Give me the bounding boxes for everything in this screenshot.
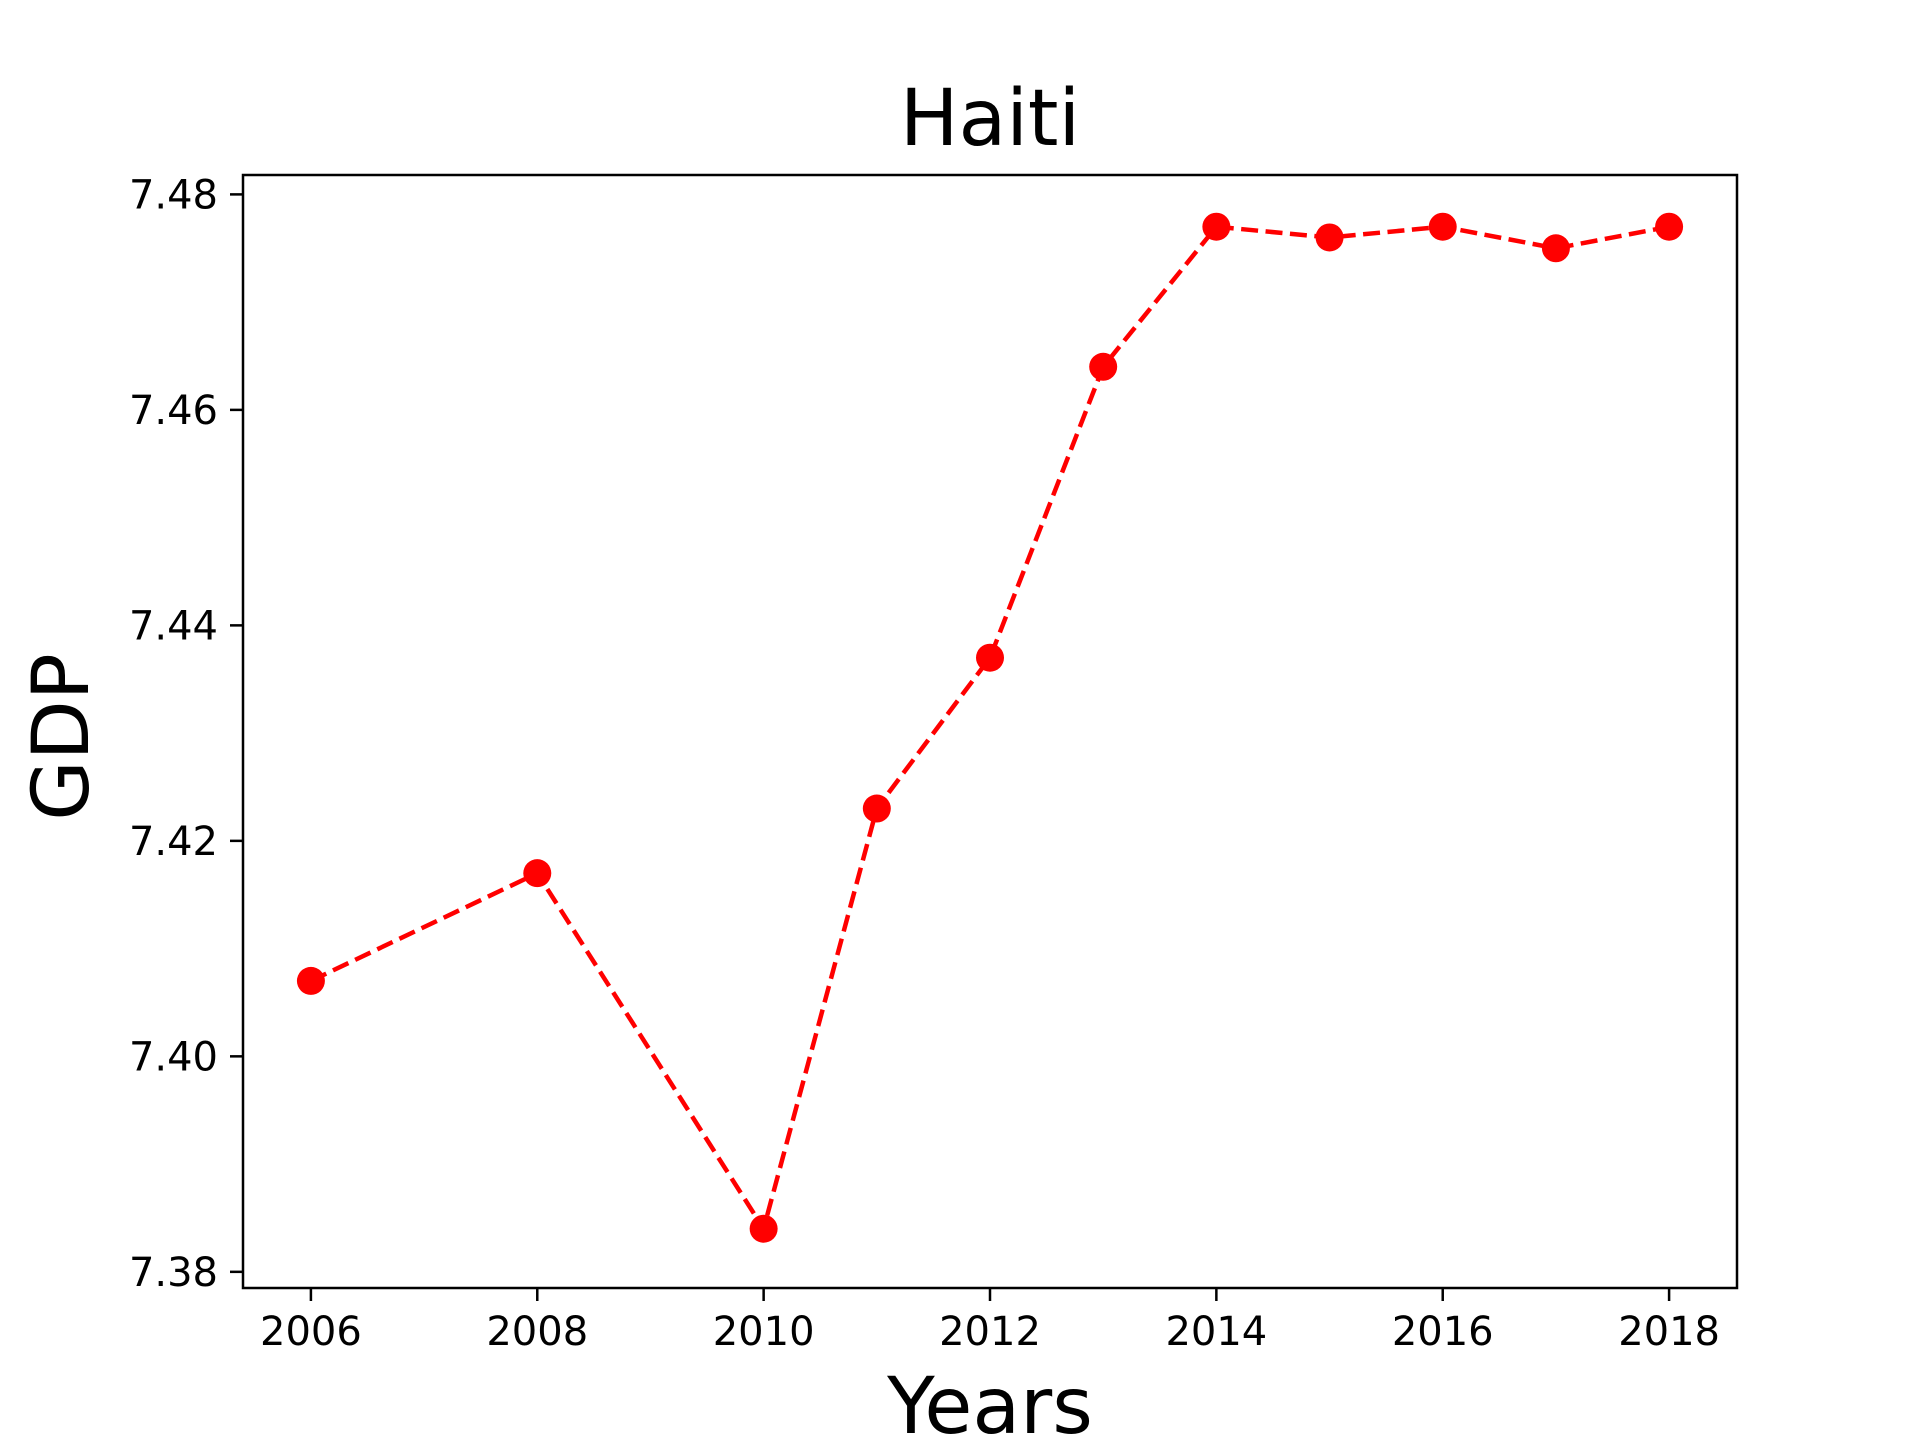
y-axis-label: GDP xyxy=(17,653,107,821)
x-tick-label: 2012 xyxy=(939,1309,1041,1355)
data-point xyxy=(523,859,552,888)
x-tick-label: 2016 xyxy=(1392,1309,1494,1355)
y-tick-label: 7.42 xyxy=(129,819,218,865)
y-tick-label: 7.48 xyxy=(129,172,218,218)
x-tick-label: 2018 xyxy=(1618,1309,1720,1355)
chart-title: Haiti xyxy=(900,74,1080,164)
data-series xyxy=(296,212,1684,1243)
y-tick-label: 7.46 xyxy=(129,388,218,434)
x-tick-label: 2010 xyxy=(713,1309,815,1355)
y-tick-label: 7.44 xyxy=(129,603,218,649)
x-tick-label: 2008 xyxy=(486,1309,588,1355)
data-point xyxy=(1089,352,1118,381)
x-axis-label: Years xyxy=(886,1362,1093,1440)
data-point xyxy=(862,794,891,823)
data-point xyxy=(296,966,325,995)
y-tick-label: 7.40 xyxy=(129,1034,218,1080)
x-tick-label: 2006 xyxy=(260,1309,362,1355)
data-point xyxy=(749,1214,778,1243)
plot-area-frame xyxy=(241,173,1739,1290)
data-point xyxy=(1428,212,1457,241)
x-tick-label: 2014 xyxy=(1165,1309,1267,1355)
data-point xyxy=(1541,234,1570,263)
data-point xyxy=(1655,212,1684,241)
data-point xyxy=(1202,212,1231,241)
data-point xyxy=(1315,223,1344,252)
axis-ticks: 2006 2008 2010 2012 2014 2016 2018 7.38 7.40 7.42… xyxy=(129,172,1720,1355)
data-point xyxy=(976,643,1004,672)
y-tick-label: 7.38 xyxy=(129,1250,218,1296)
